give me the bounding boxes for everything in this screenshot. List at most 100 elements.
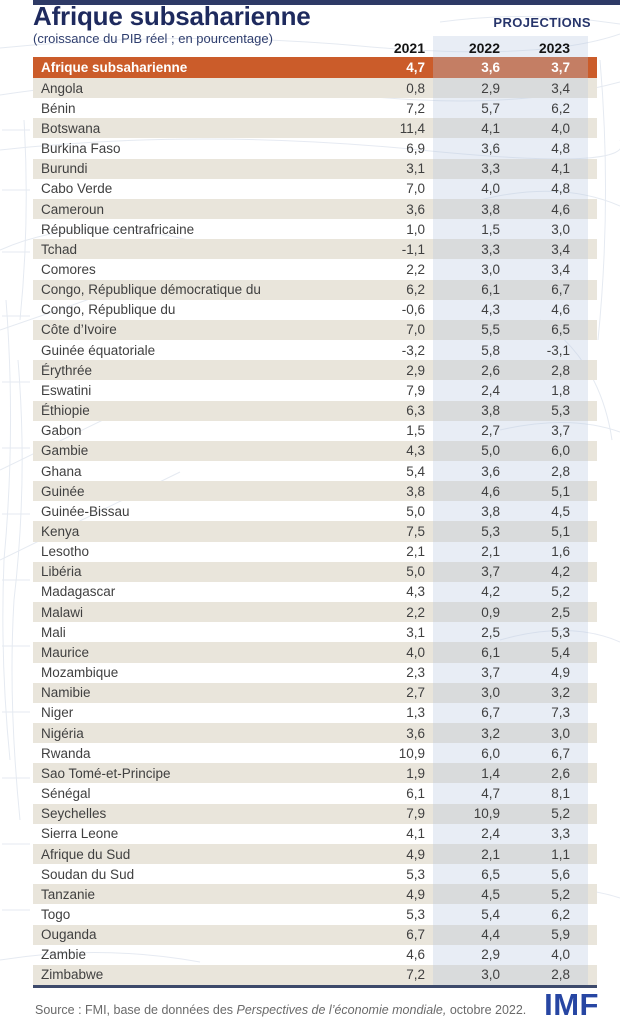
region-total-row: Afrique subsaharienne 4,7 3,6 3,7 bbox=[33, 57, 597, 78]
table-row: Érythrée 2,9 2,6 2,8 bbox=[33, 360, 597, 381]
value-2022: 3,0 bbox=[481, 967, 500, 983]
region-total-2023: 3,7 bbox=[551, 60, 570, 75]
value-2022: 2,4 bbox=[481, 826, 500, 842]
table-row: Burundi 3,1 3,3 4,1 bbox=[33, 158, 597, 179]
value-2022: 5,3 bbox=[481, 524, 500, 540]
country-name: Burkina Faso bbox=[41, 141, 121, 157]
table-row: Cameroun 3,6 3,8 4,6 bbox=[33, 198, 597, 220]
table-row: Zambie 4,6 2,9 4,0 bbox=[33, 945, 597, 965]
table-row: Lesotho 2,1 2,1 1,6 bbox=[33, 542, 597, 562]
value-2022: 2,1 bbox=[481, 544, 500, 560]
value-2022: 3,8 bbox=[481, 403, 500, 419]
value-2023: 5,6 bbox=[551, 866, 570, 882]
value-2023: 5,4 bbox=[551, 644, 570, 660]
country-name: Congo, République démocratique du bbox=[41, 282, 261, 298]
value-2021: 6,9 bbox=[406, 141, 425, 157]
value-2023: 6,7 bbox=[551, 282, 570, 298]
value-2021: 7,2 bbox=[406, 967, 425, 983]
value-2022: 2,9 bbox=[481, 80, 500, 96]
country-name: Niger bbox=[41, 705, 74, 721]
value-2023: 3,4 bbox=[551, 241, 570, 257]
value-2022: 3,7 bbox=[481, 665, 500, 681]
table-row: Zimbabwe 7,2 3,0 2,8 bbox=[33, 964, 597, 986]
value-2021: 2,1 bbox=[406, 544, 425, 560]
value-2023: 1,6 bbox=[551, 544, 570, 560]
value-2022: 5,4 bbox=[481, 906, 500, 922]
country-name: Cabo Verde bbox=[41, 181, 113, 197]
value-2023: 1,1 bbox=[551, 846, 570, 862]
value-2022: 3,2 bbox=[481, 725, 500, 741]
value-2023: 4,8 bbox=[551, 141, 570, 157]
country-name: Sao Tomé-et-Principe bbox=[41, 765, 171, 781]
country-name: Rwanda bbox=[41, 745, 91, 761]
value-2022: 2,6 bbox=[481, 362, 500, 378]
table-row: Sao Tomé-et-Principe 1,9 1,4 2,6 bbox=[33, 763, 597, 784]
country-name: Angola bbox=[41, 80, 84, 96]
country-name: Comores bbox=[41, 261, 96, 277]
years-header-row: 2021 2022 2023 bbox=[33, 36, 597, 57]
table-row: Botswana 11,4 4,1 4,0 bbox=[33, 118, 597, 139]
value-2022: 4,5 bbox=[481, 886, 500, 902]
value-2023: 4,1 bbox=[551, 161, 570, 177]
country-name: Guinée équatoriale bbox=[41, 342, 156, 358]
country-name: Congo, République du bbox=[41, 302, 176, 318]
value-2023: 5,2 bbox=[551, 584, 570, 600]
value-2022: 3,6 bbox=[481, 141, 500, 157]
value-2022: 4,7 bbox=[481, 786, 500, 802]
country-name: Sierra Leone bbox=[41, 826, 119, 842]
value-2022: 3,3 bbox=[481, 161, 500, 177]
value-2023: 4,8 bbox=[551, 181, 570, 197]
value-2022: 5,7 bbox=[481, 100, 500, 116]
value-2022: 4,3 bbox=[481, 302, 500, 318]
table-row: République centrafricaine 1,0 1,5 3,0 bbox=[33, 219, 597, 239]
value-2022: 4,4 bbox=[481, 927, 500, 943]
value-2022: 3,6 bbox=[481, 463, 500, 479]
country-name: Burundi bbox=[41, 161, 88, 177]
table-row: Soudan du Sud 5,3 6,5 5,6 bbox=[33, 864, 597, 884]
value-2022: 6,0 bbox=[481, 745, 500, 761]
value-2022: 4,1 bbox=[481, 120, 500, 136]
value-2023: 3,0 bbox=[551, 725, 570, 741]
table-row: Bénin 7,2 5,7 6,2 bbox=[33, 98, 597, 118]
value-2021: 7,5 bbox=[406, 524, 425, 540]
value-2021: 2,9 bbox=[406, 362, 425, 378]
value-2023: 4,6 bbox=[551, 302, 570, 318]
value-2023: 5,1 bbox=[551, 483, 570, 499]
table-row: Mozambique 2,3 3,7 4,9 bbox=[33, 663, 597, 683]
value-2023: 5,3 bbox=[551, 403, 570, 419]
value-2021: 7,0 bbox=[406, 181, 425, 197]
country-name: Ghana bbox=[41, 463, 82, 479]
value-2022: 3,8 bbox=[481, 201, 500, 217]
country-name: Eswatini bbox=[41, 382, 92, 398]
value-2022: 2,4 bbox=[481, 382, 500, 398]
value-2022: 2,1 bbox=[481, 846, 500, 862]
value-2023: 4,2 bbox=[551, 564, 570, 580]
table-row: Sénégal 6,1 4,7 8,1 bbox=[33, 783, 597, 803]
value-2021: 3,1 bbox=[406, 161, 425, 177]
country-name: Botswana bbox=[41, 120, 101, 136]
value-2021: 6,2 bbox=[406, 282, 425, 298]
table-row: Angola 0,8 2,9 3,4 bbox=[33, 78, 597, 99]
table-row: Ouganda 6,7 4,4 5,9 bbox=[33, 924, 597, 945]
table-row: Namibie 2,7 3,0 3,2 bbox=[33, 682, 597, 703]
source-text-suffix: octobre 2022. bbox=[446, 1003, 527, 1017]
region-total-2022: 3,6 bbox=[481, 60, 500, 75]
value-2022: 4,6 bbox=[481, 483, 500, 499]
table-row: Guinée équatoriale -3,2 5,8 -3,1 bbox=[33, 340, 597, 360]
country-name: Zimbabwe bbox=[41, 967, 104, 983]
country-name: Kenya bbox=[41, 524, 80, 540]
page-subtitle: (croissance du PIB réel ; en pourcentage… bbox=[33, 31, 273, 46]
value-2021: 2,2 bbox=[406, 604, 425, 620]
value-2022: 2,9 bbox=[481, 947, 500, 963]
table-row: Seychelles 7,9 10,9 5,2 bbox=[33, 803, 597, 824]
value-2021: 6,7 bbox=[406, 927, 425, 943]
value-2023: 6,0 bbox=[551, 443, 570, 459]
value-2021: 1,0 bbox=[406, 221, 425, 237]
year-2021-header: 2021 bbox=[393, 40, 425, 56]
country-name: Cameroun bbox=[41, 201, 105, 217]
value-2022: 2,7 bbox=[481, 423, 500, 439]
country-name: Gabon bbox=[41, 423, 82, 439]
value-2021: 7,0 bbox=[406, 322, 425, 338]
value-2023: 3,0 bbox=[551, 221, 570, 237]
year-2023-header: 2023 bbox=[538, 40, 570, 56]
